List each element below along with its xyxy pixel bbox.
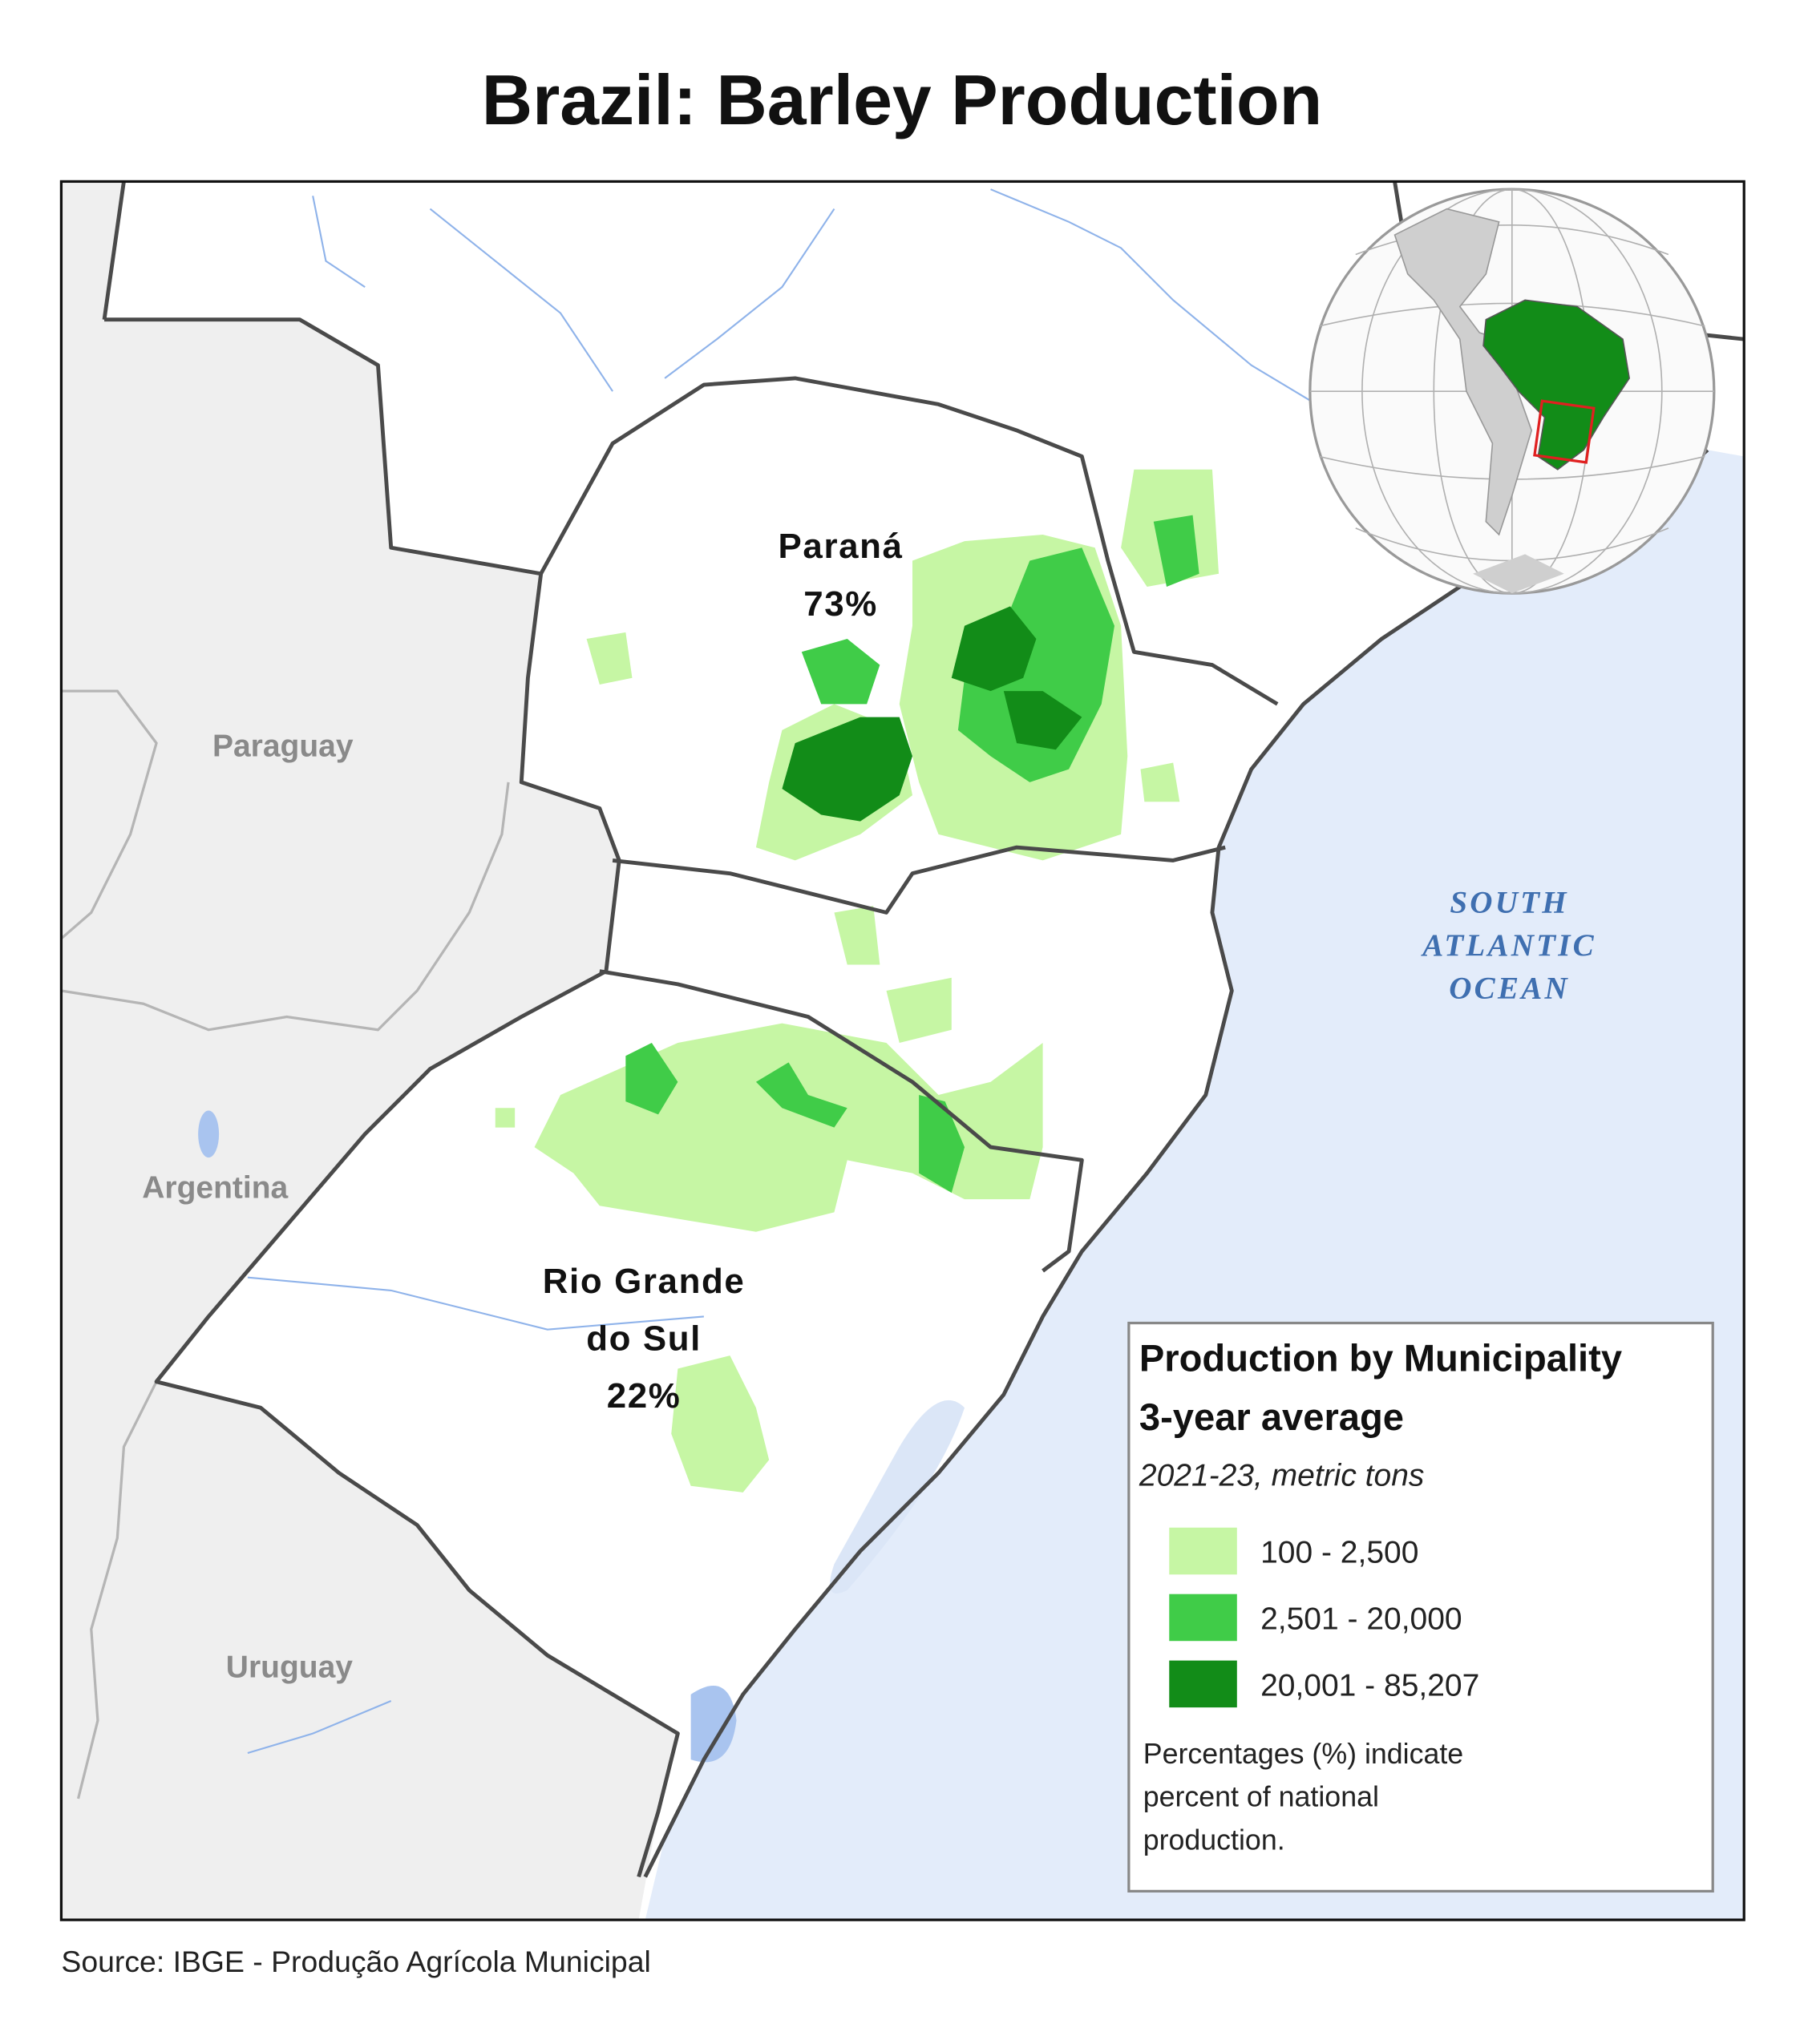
state-label: Rio Grande — [543, 1262, 746, 1301]
municipality — [671, 1355, 770, 1493]
legend-swatch — [1169, 1594, 1237, 1642]
municipality — [586, 632, 633, 685]
municipality — [1153, 515, 1199, 588]
land — [1393, 208, 1533, 536]
municipality — [1003, 691, 1082, 750]
municipality — [919, 1095, 965, 1193]
legend-note: production. — [1143, 1824, 1285, 1856]
municipality — [755, 1062, 847, 1128]
land — [1473, 554, 1564, 594]
ocean-label: SOUTH — [1450, 885, 1568, 919]
municipalities — [495, 469, 1220, 1493]
extent-box — [1533, 399, 1596, 464]
state-border — [612, 845, 1226, 915]
state-border — [643, 448, 1709, 1878]
legend-title: 3-year average — [1139, 1396, 1404, 1438]
ocean-label: OCEAN — [1449, 972, 1570, 1006]
state-share: 22% — [607, 1376, 682, 1416]
state-label: Paraná — [779, 527, 904, 566]
country-label: Argentina — [142, 1170, 288, 1205]
legend-swatch — [1169, 1527, 1237, 1575]
country-border — [60, 689, 158, 940]
legend-note: Percentages (%) indicate — [1143, 1738, 1463, 1770]
municipality — [625, 1043, 678, 1115]
legend-label: 20,001 - 85,207 — [1260, 1668, 1479, 1703]
municipality — [782, 717, 913, 822]
municipality — [834, 906, 880, 965]
locator-globe — [1309, 188, 1716, 595]
legend-items: 100 - 2,500 2,501 - 20,000 20,001 - 85,207 — [1169, 1527, 1479, 1708]
river — [247, 1276, 704, 1331]
municipality — [801, 639, 880, 705]
legend-swatch — [1169, 1660, 1237, 1708]
map-frame — [59, 180, 1745, 1921]
river — [429, 208, 613, 392]
legend-title: Production by Municipality — [1139, 1337, 1622, 1379]
river — [247, 1700, 392, 1755]
state-border — [599, 969, 1084, 1273]
state-border — [102, 181, 126, 321]
municipality — [886, 977, 952, 1044]
country-border — [61, 782, 510, 1032]
legend-label: 2,501 - 20,000 — [1260, 1602, 1462, 1637]
lake — [198, 1110, 220, 1158]
country-label: Uruguay — [226, 1650, 354, 1685]
river — [990, 188, 1317, 406]
state-border — [539, 376, 1279, 706]
legend-label: 100 - 2,500 — [1260, 1536, 1418, 1570]
legend-subtitle: 2021-23, metric tons — [1139, 1459, 1425, 1493]
state-border — [154, 573, 680, 1878]
state-border — [104, 317, 542, 576]
ocean-label: ATLANTIC — [1420, 928, 1596, 963]
lagoon — [690, 1686, 737, 1763]
legend: Production by Municipality 3-year averag… — [1127, 1321, 1714, 1893]
river — [664, 208, 835, 379]
municipality — [495, 1108, 516, 1128]
state-label: do Sul — [586, 1319, 702, 1359]
state-share: 73% — [803, 584, 878, 624]
country-border — [76, 1380, 158, 1800]
municipality — [951, 606, 1037, 692]
neighbour-countries — [61, 181, 678, 1921]
source: Source: IBGE - Produção Agrícola Municip… — [61, 1945, 650, 1978]
title: Brazil: Barley Production — [482, 61, 1323, 139]
legend-note: percent of national — [1143, 1781, 1379, 1813]
municipality — [1140, 762, 1180, 802]
river — [312, 196, 366, 288]
country-label: Paraguay — [212, 729, 354, 763]
